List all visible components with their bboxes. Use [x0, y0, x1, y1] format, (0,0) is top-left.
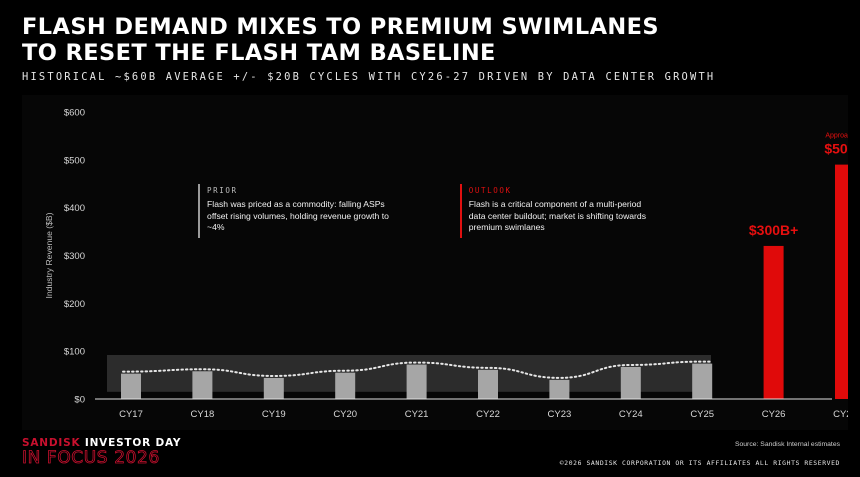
copyright-note: ©2026 SANDISK CORPORATION OR ITS AFFILIA…	[559, 459, 840, 467]
chart-panel: $0 $100 $200 $300 $400 $500 $600 Industry Reven…	[22, 95, 848, 430]
event-name: INVESTOR DAY	[84, 437, 182, 449]
x-tick-label: CY25	[690, 409, 714, 420]
bar-cy23	[549, 379, 570, 399]
y-tick-label: $100	[64, 347, 85, 358]
page-subtitle: HISTORICAL ~$60B AVERAGE +/- $20B CYCLES…	[22, 71, 716, 83]
source-note: Source: Sandisk Internal estimates	[734, 441, 840, 448]
prior-label: PRIOR	[207, 186, 238, 195]
prior-text: Flash was priced as a commodity: falling…	[207, 199, 389, 232]
x-tick-label: CY20	[333, 409, 357, 420]
prior-callout: PRIOR Flash was priced as a commodity: f…	[198, 184, 403, 238]
y-tick-label: $200	[64, 299, 85, 310]
y-axis-label: Industry Revenue ($B)	[44, 212, 54, 298]
bar-cy20	[335, 372, 356, 399]
y-tick-label: $0	[74, 395, 85, 406]
x-tick-label: CY19	[262, 409, 286, 420]
revenue-chart: $0 $100 $200 $300 $400 $500 $600 Industry Reven…	[44, 108, 848, 420]
outlook-callout: OUTLOOK Flash is a critical component of…	[460, 184, 660, 238]
outlook-label: OUTLOOK	[468, 186, 512, 195]
x-tick-label: CY24	[619, 409, 643, 420]
bar-cy24	[620, 366, 641, 399]
data-label-note: Approaching	[825, 133, 848, 140]
outlook-text: Flash is a critical component of a multi…	[468, 199, 646, 232]
title-line-2: TO RESET THE FLASH TAM BASELINE	[22, 40, 496, 66]
bar-cy22	[478, 369, 498, 399]
y-tick-label: $300	[64, 251, 85, 262]
bar-cy21	[406, 364, 427, 399]
x-tick-label: CY26	[762, 409, 786, 420]
bar-cy25	[692, 363, 713, 399]
bar-cy17	[121, 373, 141, 399]
bar-cy18	[192, 371, 213, 399]
x-tick-label: CY21	[405, 409, 429, 420]
prior-marker	[198, 184, 201, 238]
data-label: $300B+	[749, 222, 798, 238]
bar-cy19	[263, 377, 284, 399]
event-logo: SANDISK INVESTOR DAY IN FOCUS 2026	[22, 437, 181, 468]
bar-cy26	[763, 245, 784, 399]
y-tick-label: $400	[64, 203, 85, 214]
bar-cy27	[835, 164, 848, 399]
y-tick-label: $500	[64, 155, 85, 166]
y-tick-label: $600	[64, 108, 85, 119]
x-tick-label: CY18	[191, 409, 215, 420]
title-line-1: FLASH DEMAND MIXES TO PREMIUM SWIMLANES	[22, 14, 659, 40]
x-tick-label: CY27	[833, 409, 848, 420]
brand-name: SANDISK	[22, 437, 81, 449]
outlook-marker	[460, 184, 462, 238]
event-tagline: IN FOCUS 2026	[22, 448, 160, 468]
x-tick-label: CY17	[119, 409, 143, 420]
page-title: FLASH DEMAND MIXES TO PREMIUM SWIMLANES …	[22, 14, 659, 66]
x-tick-label: CY22	[476, 409, 500, 420]
data-label: $500B	[824, 141, 848, 157]
x-tick-label: CY23	[548, 409, 572, 420]
trend-line	[122, 360, 714, 379]
